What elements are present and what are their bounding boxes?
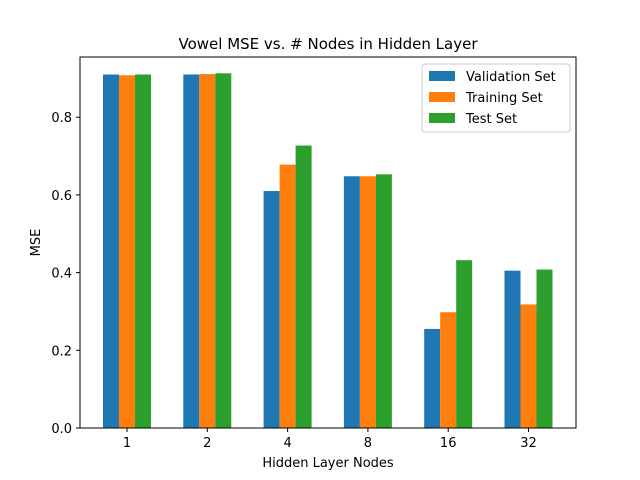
bar-test-set-16: [456, 260, 473, 428]
y-tick-label: 0.4: [51, 267, 72, 282]
bar-test-set-1: [135, 74, 151, 428]
bar-training-set-32: [520, 304, 537, 428]
legend-label: Training Set: [465, 91, 543, 106]
bar-test-set-2: [215, 73, 232, 428]
plot-frame: [79, 56, 577, 429]
bar-validation-set-1: [103, 74, 119, 428]
y-tick-label: 0.0: [51, 422, 72, 437]
bar-training-set-8: [359, 176, 376, 428]
y-tick-label: 0.8: [51, 111, 72, 126]
bar-training-set-2: [199, 74, 216, 428]
x-axis-label: Hidden Layer Nodes: [262, 456, 394, 471]
legend-box: [421, 63, 571, 133]
legend-swatch: [429, 71, 455, 81]
bar-validation-set-2: [183, 74, 200, 428]
x-tick-label: 16: [440, 436, 457, 451]
y-tick-label: 0.2: [51, 344, 72, 359]
bar-test-set-8: [375, 174, 392, 428]
bar-training-set-4: [279, 164, 296, 429]
bar-validation-set-4: [263, 191, 280, 428]
legend-label: Test Set: [465, 112, 517, 127]
bar-training-set-16: [440, 312, 457, 428]
x-tick-label: 8: [364, 436, 372, 451]
bar-validation-set-32: [504, 270, 521, 428]
y-axis-label: MSE: [29, 229, 44, 257]
bar-training-set-1: [119, 75, 135, 428]
legend: Validation Set Training Set Test Set: [421, 63, 571, 133]
legend-swatch: [429, 113, 455, 123]
y-tick-label: 0.6: [51, 189, 72, 204]
bar-validation-set-16: [424, 328, 441, 428]
bar-validation-set-8: [343, 176, 360, 428]
x-tick-label: 4: [283, 436, 291, 451]
legend-label: Validation Set: [466, 70, 556, 85]
bar-test-set-32: [536, 269, 553, 428]
y-axis-ticks: 0.0 0.2 0.4 0.6 0.8: [51, 111, 80, 437]
legend-swatch: [429, 92, 455, 102]
chart-title: Vowel MSE vs. # Nodes in Hidden Layer: [179, 35, 479, 53]
bars-group: [103, 73, 553, 429]
x-tick-label: 2: [203, 436, 211, 451]
x-tick-label: 1: [123, 436, 131, 451]
x-tick-label: 32: [520, 436, 537, 451]
bar-test-set-4: [295, 145, 312, 428]
x-axis-ticks: 1 2 4 8 16 32: [123, 428, 537, 451]
